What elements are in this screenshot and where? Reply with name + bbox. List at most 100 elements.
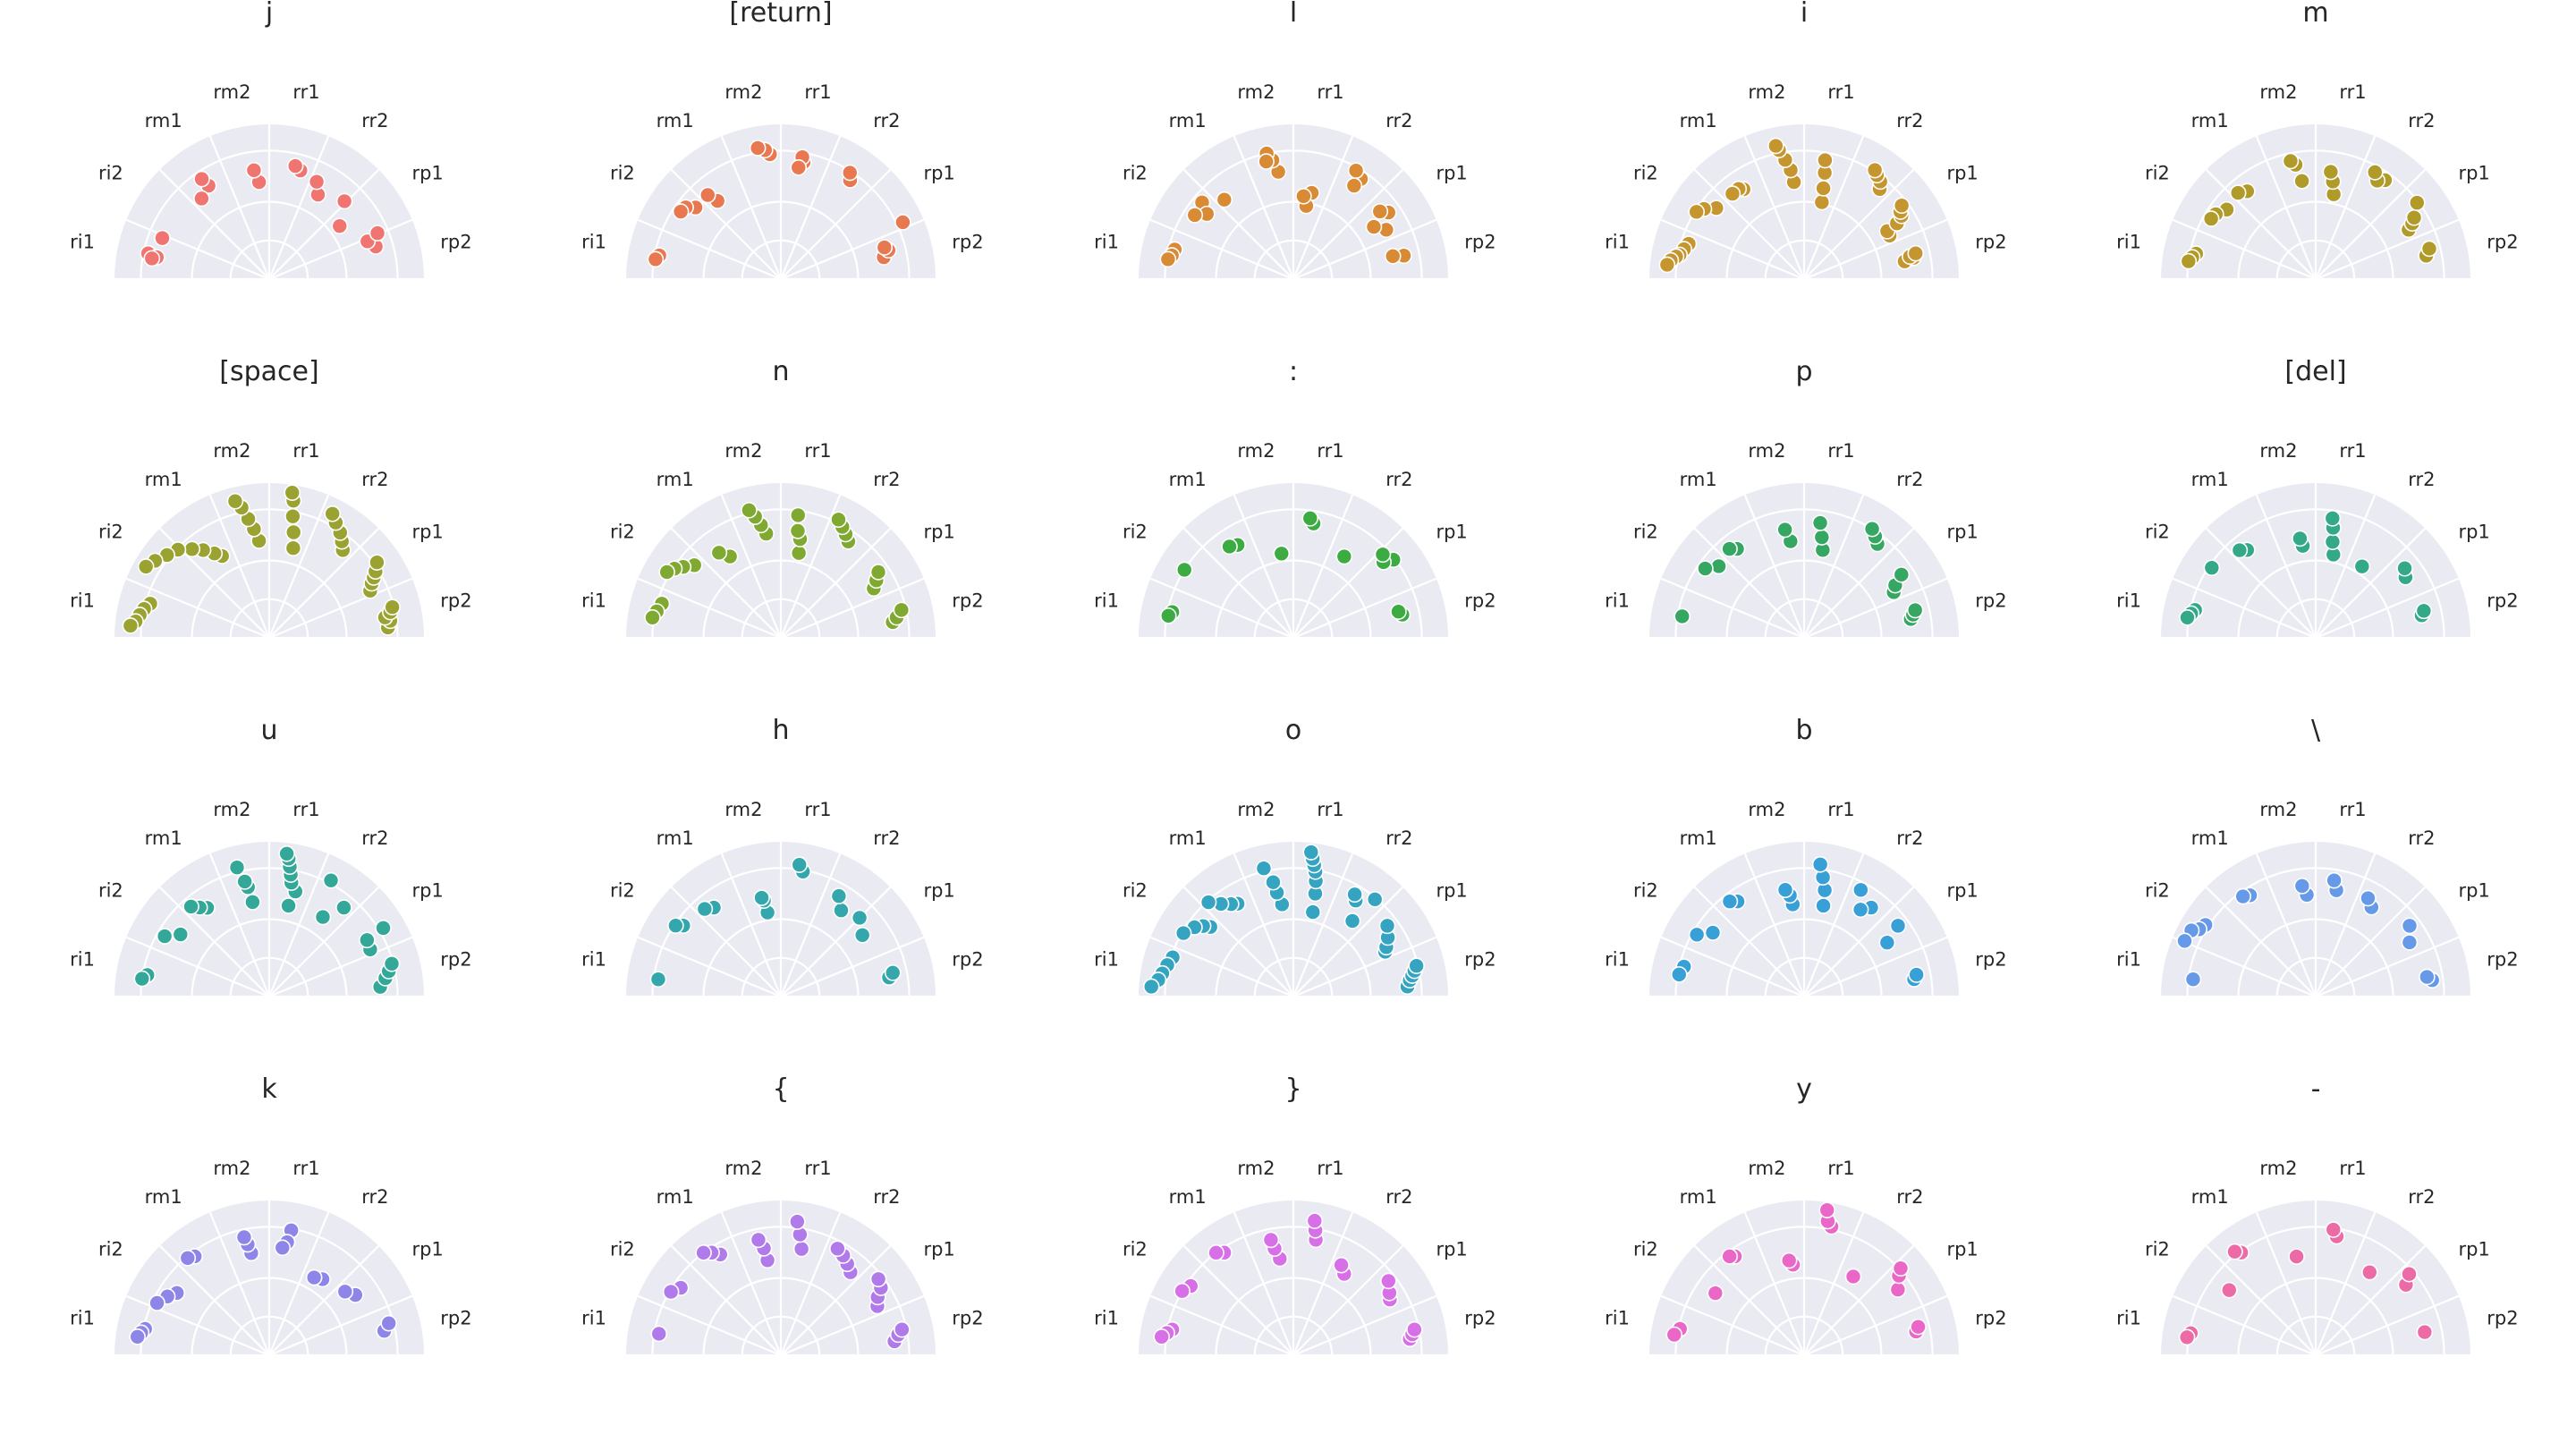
angular-tick-label: ri2 <box>2145 880 2170 902</box>
scatter-point <box>869 564 887 581</box>
angular-tick-label: rm2 <box>724 81 762 103</box>
scatter-point <box>792 1240 810 1258</box>
scatter-point <box>1384 248 1402 265</box>
panel: ri1 ri2 rm1 rm2 rr1 rr2 rp1 rp2 [del] <box>2116 356 2519 640</box>
angular-tick-label: rp1 <box>923 1239 954 1260</box>
angular-gridline <box>2255 135 2318 280</box>
angular-tick-label: rr1 <box>292 1158 319 1179</box>
angular-gridline <box>1182 1244 1294 1356</box>
angular-gridline <box>637 936 782 998</box>
scatter-point <box>1371 203 1389 220</box>
angular-gridline <box>2255 853 2318 997</box>
panel: ri1 ri2 rm1 rm2 rr1 rr2 rp1 rp2 p <box>1605 356 2007 640</box>
scatter-point <box>833 902 850 919</box>
angular-gridline <box>720 853 783 997</box>
angular-tick-label: rr1 <box>1317 81 1343 103</box>
angular-tick-label: rp2 <box>952 231 983 252</box>
scatter-point <box>133 970 151 988</box>
panel-title: - <box>2311 1073 2321 1105</box>
angular-tick-label: ri2 <box>98 522 123 543</box>
angular-gridline <box>268 527 380 639</box>
panel-title: n <box>772 356 789 387</box>
angular-tick-label: rm1 <box>657 469 694 490</box>
angular-tick-label: ri2 <box>2145 522 2170 543</box>
scatter-point <box>2353 557 2371 575</box>
angular-gridline <box>158 1244 270 1356</box>
angular-tick-label: rp2 <box>1975 231 2006 252</box>
scatter-point <box>1199 894 1217 911</box>
angular-tick-label: rm2 <box>213 799 250 820</box>
angular-gridline <box>125 936 270 998</box>
angular-gridline <box>1292 135 1354 280</box>
scatter-point <box>2202 210 2220 227</box>
scatter-point <box>182 898 199 915</box>
angular-tick-label: ri1 <box>1605 231 1630 252</box>
scatter-point <box>1893 197 1911 215</box>
angular-tick-label: rp2 <box>440 1307 471 1328</box>
scatter-point <box>2396 559 2413 577</box>
scatter-point <box>1707 1285 1724 1302</box>
angular-tick-label: rr1 <box>804 1158 831 1179</box>
scatter-point <box>137 558 155 575</box>
angular-tick-label: ri1 <box>1605 948 1630 970</box>
scatter-point <box>1142 978 1160 996</box>
angular-gridline <box>2315 218 2460 281</box>
scatter-point <box>1776 521 1793 539</box>
angular-tick-label: rp2 <box>440 590 471 611</box>
scatter-point <box>129 1328 146 1345</box>
angular-tick-label: rp2 <box>952 948 983 970</box>
angular-gridline <box>125 577 270 640</box>
angular-gridline <box>1660 577 1805 640</box>
angular-gridline <box>1802 494 1865 639</box>
scatter-point <box>789 506 807 524</box>
scatter-point <box>1688 203 1705 221</box>
angular-tick-label: rm2 <box>1237 799 1275 820</box>
angular-tick-label: rr2 <box>2408 469 2435 490</box>
scatter-point <box>1221 538 1238 556</box>
scatter-point <box>791 856 809 873</box>
angular-tick-label: rr2 <box>1385 469 1412 490</box>
angular-tick-label: ri2 <box>610 1239 635 1260</box>
scatter-point <box>2322 163 2340 181</box>
scatter-point <box>1406 1320 1423 1338</box>
angular-tick-label: ri2 <box>1633 522 1658 543</box>
angular-tick-label: rm1 <box>1169 827 1207 849</box>
angular-tick-label: rm1 <box>657 1186 694 1208</box>
angular-gridline <box>1233 135 1295 280</box>
panel-title: y <box>1796 1073 1812 1105</box>
angular-tick-label: rp2 <box>952 590 983 611</box>
angular-tick-label: ri1 <box>581 231 606 252</box>
angular-gridline <box>2172 936 2317 998</box>
angular-gridline <box>208 853 271 997</box>
angular-tick-label: rr1 <box>1317 1158 1343 1179</box>
scatter-point <box>2420 240 2438 258</box>
scatter-point <box>667 917 684 934</box>
angular-tick-label: ri1 <box>1605 590 1630 611</box>
angular-gridline <box>267 135 330 280</box>
scatter-point <box>1273 545 1291 563</box>
scatter-point <box>851 909 869 927</box>
scatter-point <box>383 955 401 972</box>
angular-tick-label: rm2 <box>1748 1158 1785 1179</box>
angular-tick-label: ri1 <box>2116 948 2141 970</box>
panel-title: p <box>1795 356 1812 387</box>
scatter-point <box>2401 1265 2418 1283</box>
angular-tick-label: ri1 <box>1094 590 1119 611</box>
scatter-point <box>1688 926 1706 944</box>
scatter-point <box>1153 1328 1170 1345</box>
angular-tick-label: rr2 <box>2408 110 2435 132</box>
angular-tick-label: rm1 <box>145 827 182 849</box>
angular-tick-label: rp1 <box>411 522 443 543</box>
angular-tick-label: rm1 <box>1680 1186 1717 1208</box>
angular-gridline <box>670 886 782 997</box>
scatter-point <box>284 484 301 501</box>
scatter-point <box>1889 1281 1907 1298</box>
scatter-point <box>2220 1281 2238 1299</box>
scatter-point <box>1780 1252 1798 1269</box>
scatter-point <box>336 1283 354 1301</box>
angular-tick-label: ri1 <box>70 590 95 611</box>
angular-tick-label: ri1 <box>2116 1307 2141 1328</box>
scatter-point <box>322 871 340 889</box>
scatter-point <box>244 894 261 911</box>
angular-gridline <box>670 168 782 280</box>
